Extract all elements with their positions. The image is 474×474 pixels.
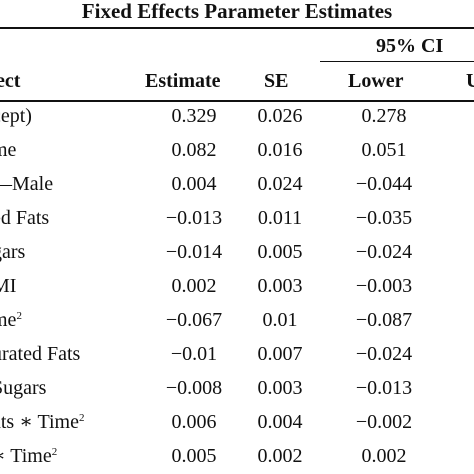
lower-cell: −0.024 [355, 241, 413, 263]
estimate-cell: −0.067 [165, 309, 223, 331]
estimate-cell: 0.082 [171, 139, 217, 161]
se-cell: 0.005 [257, 241, 303, 263]
lower-cell: −0.003 [355, 275, 413, 297]
table-row: urated Fats −0.01 0.007 −0.024 [0, 339, 474, 369]
header-upper: U [466, 70, 474, 92]
se-cell: 0.01 [262, 309, 298, 331]
estimate-cell: 0.002 [171, 275, 217, 297]
table-row: gars −0.014 0.005 −0.024 [0, 237, 474, 267]
effect-cell: me [0, 139, 17, 161]
table-row: ats ∗ Time2 0.006 0.004 −0.002 [0, 407, 474, 437]
lower-cell: −0.024 [355, 343, 413, 365]
estimate-cell: −0.014 [165, 241, 223, 263]
table-row: —Male 0.004 0.024 −0.044 [0, 169, 474, 199]
estimate-cell: 0.329 [171, 105, 217, 127]
estimate-cell: −0.01 [170, 343, 218, 365]
se-cell: 0.003 [257, 377, 303, 399]
lower-cell: 0.278 [361, 105, 407, 127]
lower-cell: −0.002 [355, 411, 413, 433]
estimate-cell: −0.013 [165, 207, 223, 229]
lower-cell: −0.035 [355, 207, 413, 229]
table-row: MI 0.002 0.003 −0.003 [0, 271, 474, 301]
se-cell: 0.002 [257, 445, 303, 467]
header-rule [0, 100, 474, 102]
table-row: ∗ Time2 0.005 0.002 0.002 [0, 441, 474, 471]
estimate-cell: 0.006 [171, 411, 217, 433]
effect-cell: MI [0, 275, 17, 297]
effect-cell: urated Fats [0, 343, 81, 365]
lower-cell: −0.087 [355, 309, 413, 331]
se-cell: 0.024 [257, 173, 303, 195]
effect-cell: ats ∗ Time2 [0, 411, 85, 433]
estimate-cell: 0.004 [171, 173, 217, 195]
effect-cell: cept) [0, 105, 32, 127]
table-row: ed Fats −0.013 0.011 −0.035 [0, 203, 474, 233]
ci-rule [320, 61, 474, 62]
lower-cell: 0.002 [361, 445, 407, 467]
effect-cell: gars [0, 241, 26, 263]
table-row: Sugars −0.008 0.003 −0.013 [0, 373, 474, 403]
table-row: me 0.082 0.016 0.051 [0, 135, 474, 165]
ci-group-header: 95% CI [376, 35, 444, 57]
se-cell: 0.026 [257, 105, 303, 127]
effect-cell: ∗ Time2 [0, 445, 58, 467]
table-title: Fixed Effects Parameter Estimates [81, 0, 393, 23]
header-effect: ect [0, 70, 21, 92]
se-cell: 0.003 [257, 275, 303, 297]
estimate-cell: −0.008 [165, 377, 223, 399]
header-lower: Lower [348, 70, 404, 92]
top-rule [0, 27, 474, 29]
header-estimate: Estimate [145, 70, 221, 92]
se-cell: 0.016 [257, 139, 303, 161]
lower-cell: 0.051 [361, 139, 407, 161]
effect-cell: me2 [0, 309, 22, 331]
table-row: me2 −0.067 0.01 −0.087 [0, 305, 474, 335]
se-cell: 0.004 [257, 411, 303, 433]
estimate-cell: 0.005 [171, 445, 217, 467]
table-row: cept) 0.329 0.026 0.278 [0, 101, 474, 131]
effect-cell: ed Fats [0, 207, 50, 229]
se-cell: 0.011 [257, 207, 303, 229]
header-se: SE [264, 70, 289, 92]
effect-cell: —Male [0, 173, 54, 195]
lower-cell: −0.013 [355, 377, 413, 399]
se-cell: 0.007 [257, 343, 303, 365]
effect-cell: Sugars [0, 377, 47, 399]
lower-cell: −0.044 [355, 173, 413, 195]
